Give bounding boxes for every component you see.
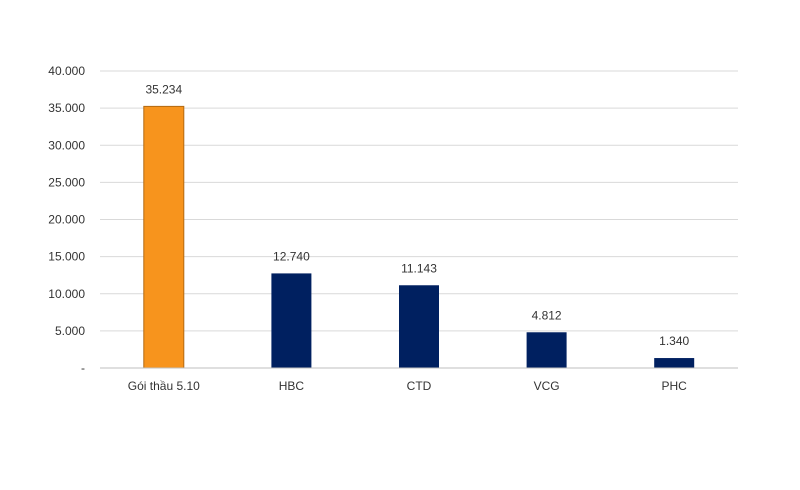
data-label: 1.340 — [659, 334, 689, 348]
y-tick-label: 30.000 — [48, 138, 85, 152]
y-tick-label: 10.000 — [48, 287, 85, 301]
y-tick-label: 5.000 — [55, 324, 85, 338]
data-label: 11.143 — [401, 261, 437, 275]
data-label: 12.740 — [273, 249, 310, 263]
gridlines — [100, 70, 738, 332]
x-tick-label: VCG — [534, 379, 560, 393]
y-tick-label: 40.000 — [48, 64, 85, 78]
data-label: 4.812 — [532, 308, 562, 322]
x-tick-label: Gói thầu 5.10 — [128, 379, 200, 393]
bars — [143, 105, 695, 369]
x-tick-label: CTD — [407, 379, 432, 393]
x-tick-label: PHC — [662, 379, 688, 393]
y-axis-tick-labels: - 5.000 10.000 15.000 20.000 25.000 30.000 35.0… — [48, 64, 85, 375]
y-tick-label: 15.000 — [48, 250, 85, 264]
y-tick-label: 20.000 — [48, 213, 85, 227]
bar — [143, 105, 185, 369]
data-label: 35.234 — [145, 82, 182, 96]
bar — [526, 332, 567, 368]
data-labels: 35.234 12.740 11.143 4.812 1.340 — [145, 82, 689, 348]
bar — [654, 358, 695, 368]
bar — [271, 273, 312, 368]
y-tick-label: - — [81, 361, 85, 375]
y-tick-label: 25.000 — [48, 175, 85, 189]
bar — [399, 285, 439, 368]
x-tick-label: HBC — [279, 379, 305, 393]
x-axis-tick-labels: Gói thầu 5.10 HBC CTD VCG PHC — [128, 379, 687, 393]
y-tick-label: 35.000 — [48, 101, 85, 115]
